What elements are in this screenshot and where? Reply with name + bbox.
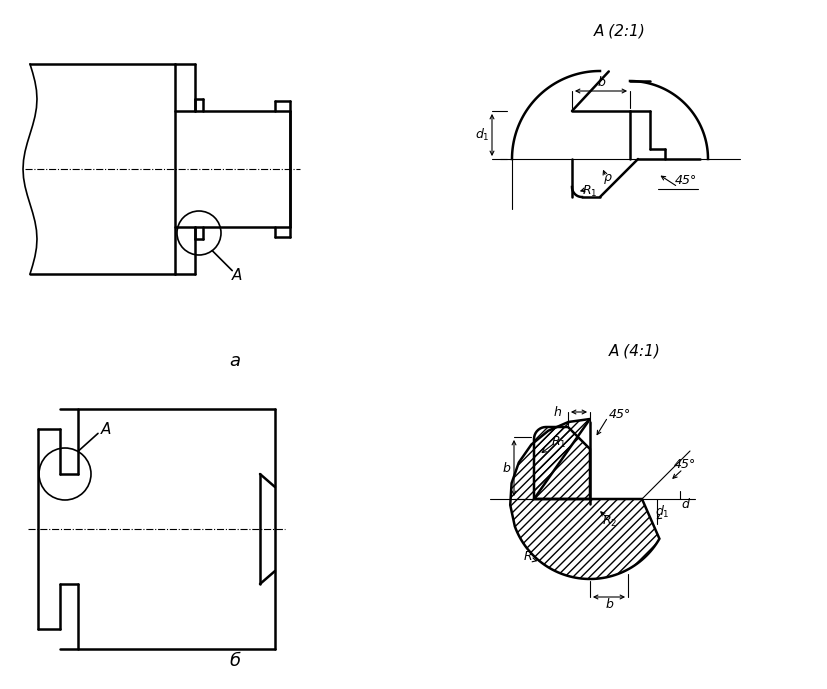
Text: 45°: 45° — [675, 174, 697, 187]
Text: $d_1$: $d_1$ — [475, 127, 490, 143]
Text: R: R — [523, 551, 533, 564]
Text: d: d — [681, 497, 689, 511]
Text: а: а — [230, 352, 241, 370]
Text: A (2:1): A (2:1) — [594, 23, 646, 39]
Text: b: b — [502, 462, 510, 475]
Text: h: h — [554, 406, 562, 418]
Text: 45°: 45° — [674, 457, 696, 471]
Text: b: b — [605, 599, 613, 612]
Text: $d_1$: $d_1$ — [655, 504, 669, 520]
Text: б: б — [229, 652, 241, 670]
Text: 45°: 45° — [609, 409, 631, 422]
Text: $R_1$: $R_1$ — [582, 183, 598, 198]
Text: $R_2$: $R_2$ — [602, 513, 618, 528]
Text: $R_1$: $R_1$ — [552, 435, 566, 449]
Text: b: b — [597, 76, 605, 90]
Text: A (4:1): A (4:1) — [609, 344, 661, 358]
Text: A: A — [101, 422, 111, 437]
Text: A: A — [232, 268, 242, 283]
Text: $\rho$: $\rho$ — [603, 172, 613, 186]
